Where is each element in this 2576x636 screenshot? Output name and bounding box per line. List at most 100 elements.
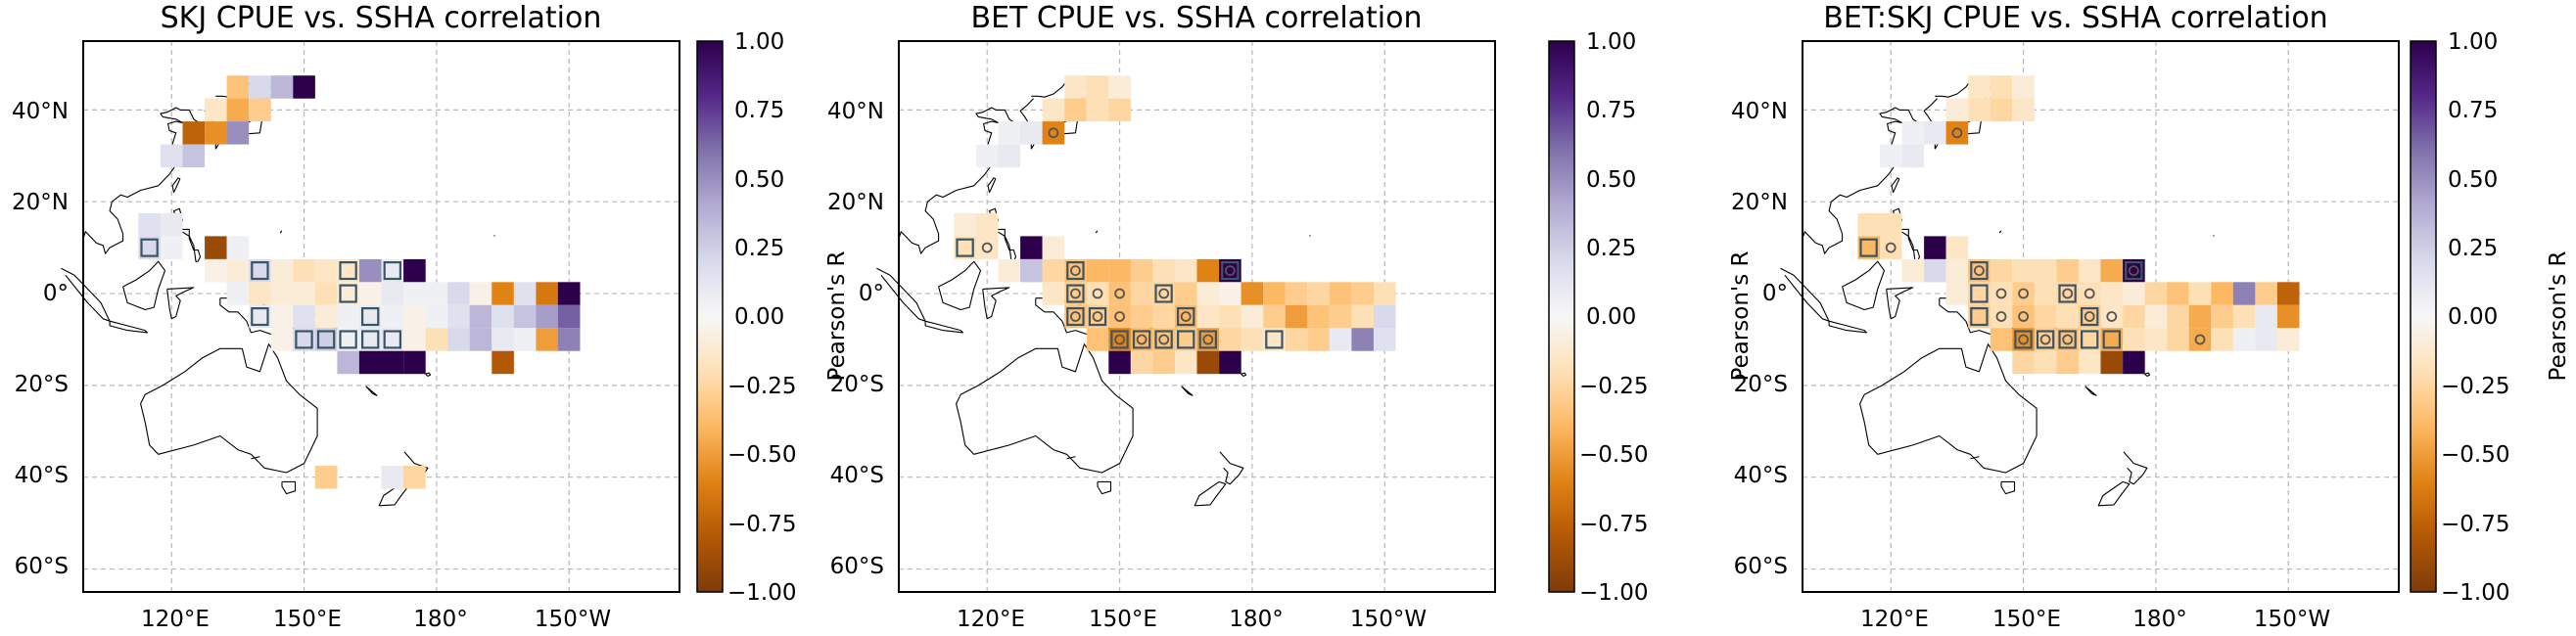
correlation-cell bbox=[1130, 258, 1153, 283]
correlation-cell bbox=[337, 282, 359, 305]
panel-1-xtick-label: 150°W bbox=[535, 607, 611, 632]
correlation-cell bbox=[1108, 304, 1131, 329]
panel-1-x-ticks: 120°E 150°E 180° 150°W bbox=[141, 607, 611, 632]
correlation-cell bbox=[1879, 236, 1902, 259]
panel-2-markers bbox=[956, 127, 1284, 349]
panel-3-cells bbox=[1857, 75, 2300, 375]
panel-3-markers bbox=[1859, 127, 2206, 349]
correlation-cell bbox=[1263, 328, 1286, 351]
correlation-cell bbox=[425, 282, 448, 305]
correlation-cell bbox=[314, 282, 338, 305]
panel-2-ytick-label: 40°S bbox=[830, 463, 884, 488]
panel-3-xtick-label: 120°E bbox=[1860, 607, 1929, 632]
correlation-cell bbox=[226, 236, 250, 259]
correlation-cell bbox=[513, 328, 537, 351]
panel-1-cells bbox=[138, 75, 581, 489]
panel-2-x-ticks: 120°E 150°E 180° 150°W bbox=[957, 607, 1427, 632]
correlation-cell bbox=[1108, 282, 1131, 305]
correlation-cell bbox=[1108, 328, 1131, 351]
correlation-cell bbox=[2123, 304, 2145, 329]
correlation-cell bbox=[469, 304, 492, 329]
correlation-cell bbox=[1042, 282, 1065, 305]
correlation-cell bbox=[1373, 282, 1396, 305]
correlation-cell bbox=[1990, 282, 2013, 305]
coastline bbox=[938, 260, 982, 311]
panel-2-cb-label: 0.00 bbox=[1586, 304, 1636, 330]
coastline bbox=[1031, 77, 1070, 98]
significance-dot bbox=[1070, 265, 1081, 277]
panel-2-cb-label: −0.25 bbox=[1579, 374, 1648, 399]
correlation-cell bbox=[1307, 282, 1330, 305]
correlation-cell bbox=[1879, 212, 1902, 237]
coastline bbox=[1842, 260, 1886, 311]
correlation-cell bbox=[1901, 144, 1925, 168]
correlation-cell bbox=[249, 75, 271, 99]
correlation-cell bbox=[1924, 258, 1946, 283]
correlation-cell bbox=[314, 466, 338, 489]
panel-3-ytick-label: 20°S bbox=[1734, 372, 1788, 397]
correlation-cell bbox=[1351, 282, 1374, 305]
correlation-cell bbox=[337, 258, 359, 283]
correlation-cell bbox=[1196, 350, 1220, 375]
significance-dot bbox=[1092, 288, 1103, 299]
panel-3-cb-label: 0.75 bbox=[2448, 98, 2498, 123]
significance-dot bbox=[1114, 334, 1125, 345]
correlation-cell bbox=[2100, 258, 2124, 283]
correlation-cell bbox=[1263, 304, 1286, 329]
correlation-cell bbox=[1152, 350, 1175, 375]
significance-dot bbox=[1974, 265, 1985, 277]
correlation-cell bbox=[2056, 258, 2079, 283]
correlation-cell bbox=[1901, 258, 1925, 283]
significance-square bbox=[1088, 307, 1107, 327]
correlation-cell bbox=[2167, 328, 2189, 351]
correlation-cell bbox=[314, 328, 338, 351]
significance-dot bbox=[1885, 242, 1897, 253]
correlation-cell bbox=[1373, 304, 1396, 329]
significance-dot bbox=[2062, 288, 2074, 299]
panel-2-ytick-label: 20°S bbox=[830, 372, 884, 397]
significance-square bbox=[2014, 330, 2033, 349]
panel-2: BET CPUE vs. SSHA correlation 40°N 20°N … bbox=[824, 1, 1648, 632]
panel-2-cb-label: 0.50 bbox=[1586, 167, 1636, 193]
panel-3-y-ticks: 40°N 20°N 0° 20°S 40°S 60°S bbox=[1731, 99, 1788, 579]
correlation-cell bbox=[205, 258, 227, 283]
significance-dot bbox=[2128, 265, 2139, 277]
correlation-cell bbox=[1285, 304, 1308, 329]
correlation-cell bbox=[1307, 328, 1330, 351]
panel-2-cb-label: −1.00 bbox=[1579, 580, 1648, 606]
correlation-cell bbox=[381, 350, 404, 375]
panel-2-xtick-label: 150°E bbox=[1089, 607, 1157, 632]
significance-square bbox=[1859, 238, 1878, 257]
coastline bbox=[1097, 480, 1112, 495]
significance-dot bbox=[2039, 334, 2051, 345]
correlation-cell bbox=[1285, 282, 1308, 305]
correlation-cell bbox=[1196, 258, 1220, 283]
significance-dot bbox=[1180, 311, 1192, 322]
correlation-cell bbox=[513, 304, 537, 329]
panel-3-plot-border bbox=[1802, 40, 2400, 593]
significance-dot bbox=[1202, 334, 1214, 345]
coastline bbox=[1891, 177, 1900, 194]
coastline bbox=[2097, 480, 2131, 507]
coastline bbox=[166, 287, 195, 320]
significance-square bbox=[1198, 330, 1217, 349]
correlation-cell bbox=[403, 466, 426, 489]
significance-square bbox=[1110, 330, 1129, 349]
significance-dot bbox=[1070, 311, 1081, 322]
significance-square bbox=[1154, 330, 1173, 349]
correlation-cell bbox=[1042, 236, 1065, 259]
correlation-cell bbox=[1945, 121, 1969, 145]
panel-2-ytick-label: 60°S bbox=[830, 554, 884, 579]
correlation-cell bbox=[975, 144, 999, 168]
correlation-cell bbox=[1219, 350, 1241, 375]
correlation-cell bbox=[469, 282, 492, 305]
significance-square bbox=[1970, 307, 1989, 327]
significance-square bbox=[383, 261, 402, 281]
correlation-cell bbox=[1945, 236, 1969, 259]
significance-dot bbox=[1224, 265, 1236, 277]
correlation-cell bbox=[2255, 282, 2277, 305]
correlation-cell bbox=[293, 282, 315, 305]
correlation-cell bbox=[205, 98, 227, 122]
significance-square bbox=[2058, 330, 2077, 349]
correlation-cell bbox=[1219, 328, 1241, 351]
